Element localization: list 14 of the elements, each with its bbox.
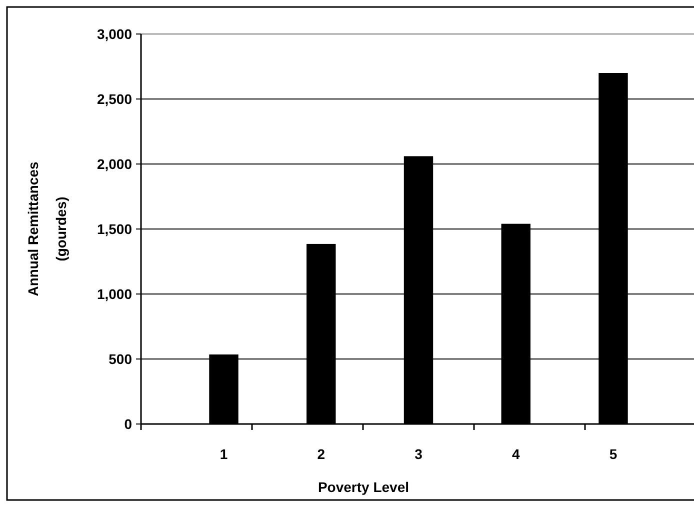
y-tick-label: 0 [124,416,132,432]
x-tick-label: 2 [317,446,326,462]
x-tick-label: 4 [512,446,520,462]
x-tick-label: 3 [414,446,423,462]
y-tick-label: 2,000 [96,156,132,172]
y-tick-label: 1,500 [96,220,132,237]
y-axis-title: Annual Remittances (gourdes) [25,161,69,296]
x-tick-label: 5 [609,446,618,462]
y-tick-label: 3,000 [96,26,132,42]
y-tick-label: 500 [108,350,132,367]
x-tick-label: 1 [220,446,228,462]
y-tick-label: 1,000 [96,286,132,302]
y-tick-label: 2,500 [96,90,132,107]
x-axis-title: Poverty Level [318,479,410,495]
